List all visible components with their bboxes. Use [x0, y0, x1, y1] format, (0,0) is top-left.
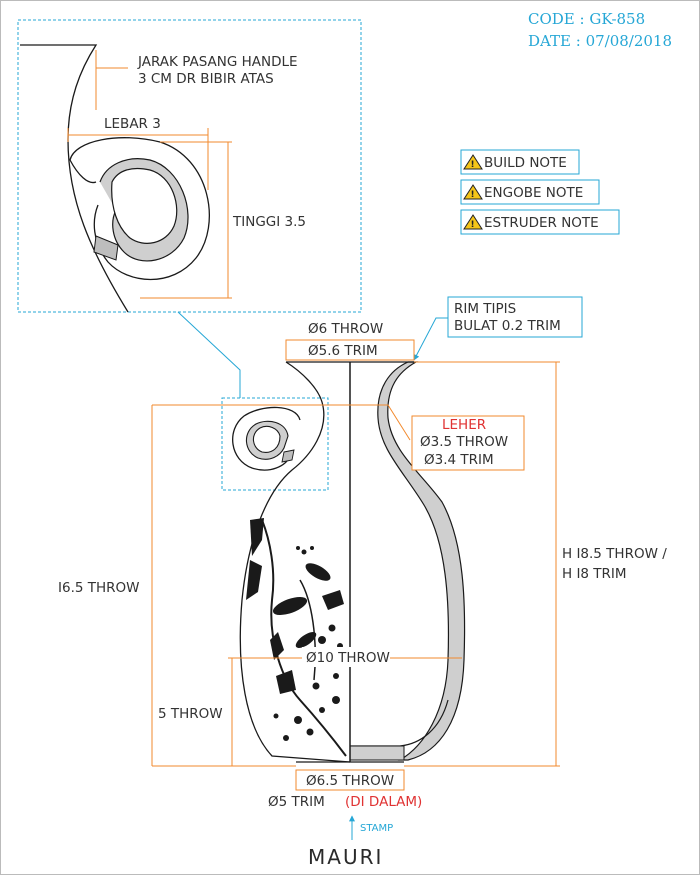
svg-text:!: ! — [471, 220, 475, 230]
neck-label: LEHER — [442, 417, 486, 433]
botanical-decoration — [246, 518, 347, 757]
vase-base-section — [349, 745, 405, 761]
vase-handle-hole — [252, 425, 281, 453]
vase-left-profile — [239, 361, 351, 763]
vase-wall-section — [377, 361, 466, 761]
engobe-note-badge[interactable]: ! ENGOBE NOTE — [460, 179, 600, 205]
detail-connector — [177, 311, 241, 398]
base-throw-label: Ø6.5 THROW — [306, 773, 394, 789]
top-trim-box — [285, 339, 415, 361]
height-label: TINGGI 3.5 — [232, 214, 306, 230]
drawing-date: DATE : 07/08/2018 — [528, 32, 672, 50]
base-inside-label: (DI DALAM) — [345, 794, 422, 810]
handle-position-line2: 3 CM DR BIBIR ATAS — [138, 71, 274, 87]
neck-leader — [320, 404, 411, 441]
handle-detail-view: JARAK PASANG HANDLE 3 CM DR BIBIR ATAS L… — [17, 19, 362, 313]
warning-icon — [463, 154, 483, 170]
base-trim-label: Ø5 TRIM — [268, 794, 325, 810]
handle-position-line1: JARAK PASANG HANDLE — [137, 54, 298, 70]
top-trim-label: Ø5.6 TRIM — [308, 343, 378, 359]
rim-leader — [413, 317, 448, 361]
svg-text:!: ! — [471, 190, 475, 200]
base-throw-box — [295, 769, 405, 791]
detail-frame — [17, 19, 362, 313]
rim-callout-box — [447, 296, 583, 338]
brand-logo: MAURI — [308, 845, 383, 869]
neck-throw-label: Ø3.5 THROW — [420, 434, 508, 450]
rim-line1: RIM TIPIS — [454, 301, 516, 317]
overall-height-trim: H I8 TRIM — [562, 566, 627, 582]
warning-icon — [463, 214, 483, 230]
detail-handle-joint-top — [69, 159, 97, 184]
rim-line2: BULAT 0.2 TRIM — [454, 318, 561, 334]
left-height-label: I6.5 THROW — [58, 580, 140, 596]
build-note-badge[interactable]: ! BUILD NOTE — [460, 149, 580, 175]
top-throw-label: Ø6 THROW — [308, 321, 383, 337]
build-note-label: BUILD NOTE — [484, 155, 567, 171]
drawing-code: CODE : GK-858 — [528, 10, 645, 28]
detail-handle-hole — [111, 167, 178, 244]
engobe-note-label: ENGOBE NOTE — [484, 185, 583, 201]
vase-handle-joint — [281, 449, 295, 463]
svg-text:!: ! — [471, 160, 475, 170]
width-label: LEBAR 3 — [104, 116, 161, 132]
notes-panel: ! BUILD NOTE ! ENGOBE NOTE ! ESTRUDER NO… — [460, 149, 620, 235]
overall-height-throw: H I8.5 THROW / — [562, 546, 667, 562]
estruder-note-label: ESTRUDER NOTE — [484, 215, 599, 231]
estruder-note-badge[interactable]: ! ESTRUDER NOTE — [460, 209, 620, 235]
stamp-label: STAMP — [360, 823, 393, 834]
detail-handle-joint-bottom — [93, 235, 119, 261]
warning-icon — [463, 184, 483, 200]
neck-trim-label: Ø3.4 TRIM — [424, 452, 494, 468]
lower-height-label: 5 THROW — [158, 706, 223, 722]
neck-callout-box — [411, 415, 525, 471]
belly-label: Ø10 THROW — [306, 650, 390, 666]
